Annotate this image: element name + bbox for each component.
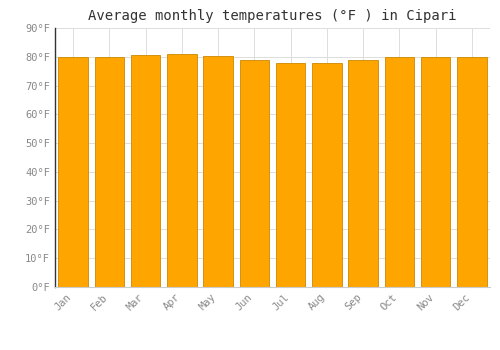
Bar xyxy=(240,60,269,287)
Bar xyxy=(58,57,88,287)
Bar xyxy=(131,55,160,287)
Bar xyxy=(384,57,414,287)
Bar xyxy=(204,56,233,287)
Bar xyxy=(312,63,342,287)
Bar xyxy=(457,57,486,287)
Bar xyxy=(421,57,450,287)
Title: Average monthly temperatures (°F ) in Cipari: Average monthly temperatures (°F ) in Ci… xyxy=(88,9,457,23)
Bar xyxy=(167,55,196,287)
Bar xyxy=(276,63,306,287)
Bar xyxy=(348,60,378,287)
Bar xyxy=(94,57,124,287)
